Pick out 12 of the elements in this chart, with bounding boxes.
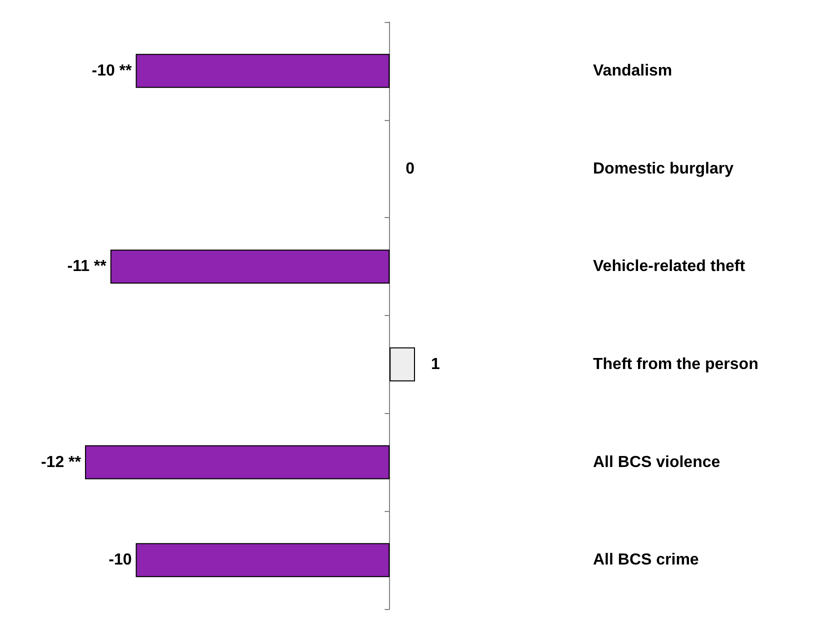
data-label: -10 ** — [92, 62, 133, 80]
y-tick-label: Vehicle-related theft — [593, 258, 746, 276]
data-label: 1 — [431, 356, 440, 373]
y-tick-label: Domestic burglary — [593, 160, 734, 178]
data-label: -11 ** — [67, 258, 108, 276]
data-label: -10 — [108, 552, 132, 569]
y-tick-label: All BCS crime — [593, 552, 699, 569]
y-tick-label: Vandalism — [593, 62, 672, 80]
data-label: 0 — [406, 160, 415, 178]
y-tick-label: Theft from the person — [593, 356, 758, 373]
y-tick-label: All BCS violence — [593, 454, 720, 471]
data-label: -12 ** — [40, 454, 82, 471]
